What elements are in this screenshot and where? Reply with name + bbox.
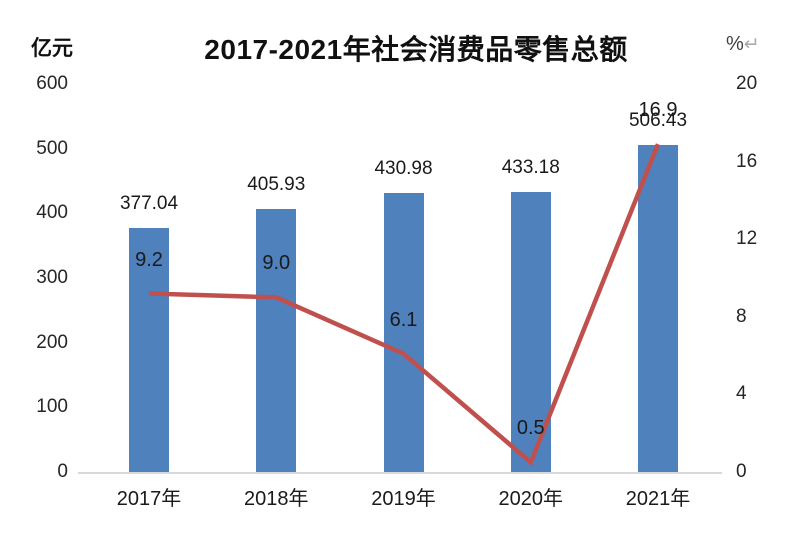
bar-value-label: 506.43 (628, 109, 688, 131)
left-axis-tick-label: 100 (36, 396, 68, 418)
retail-total-bar (256, 209, 297, 472)
line-value-label: 9.2 (135, 248, 163, 271)
bar-value-label: 433.18 (501, 156, 560, 178)
x-axis-line (78, 472, 722, 474)
bar-value-label: 405.93 (247, 174, 306, 196)
left-axis-tick-label: 0 (57, 461, 68, 482)
left-axis-tick-label: 300 (36, 267, 68, 288)
left-axis-tick-label: 400 (36, 202, 68, 224)
left-axis-tick-label: 200 (36, 331, 68, 353)
x-axis-category-label: 2020年 (498, 488, 564, 510)
x-axis-category-label: 2018年 (244, 488, 309, 510)
chart-title: 2017-2021年社会消费品零售总额 (204, 34, 628, 65)
x-axis-category-label: 2021年 (625, 488, 691, 510)
bar-value-label: 377.04 (119, 193, 179, 215)
line-value-label: 6.1 (389, 308, 418, 331)
growth-rate-polyline (148, 143, 661, 467)
retail-total-bar (638, 144, 678, 472)
return-mark-icon: ↵ (743, 34, 760, 55)
line-value-label: 0.5 (516, 417, 545, 440)
line-value-label: 9.0 (262, 252, 291, 275)
right-axis-tick-label: 12 (736, 228, 758, 250)
right-axis-unit-label: %↵ (726, 33, 760, 56)
retail-total-bar (383, 193, 424, 472)
x-axis-category-label: 2019年 (371, 488, 436, 510)
right-axis-tick-label: 0 (736, 461, 747, 482)
left-axis-unit-label: 亿元 (31, 37, 73, 60)
right-axis-tick-label: 20 (736, 73, 758, 94)
right-axis-tick-label: 8 (736, 305, 747, 327)
left-axis-tick-label: 600 (36, 73, 68, 94)
bar-value-label: 430.98 (374, 158, 433, 180)
x-axis-category-label: 2017年 (116, 488, 182, 510)
left-axis-tick-label: 500 (36, 137, 68, 159)
percent-sign: % (726, 33, 744, 55)
line-value-label: 16.9 (638, 99, 678, 122)
retail-total-bar (129, 228, 169, 472)
right-axis-tick-label: 4 (736, 383, 747, 405)
right-axis-tick-label: 16 (736, 150, 758, 172)
